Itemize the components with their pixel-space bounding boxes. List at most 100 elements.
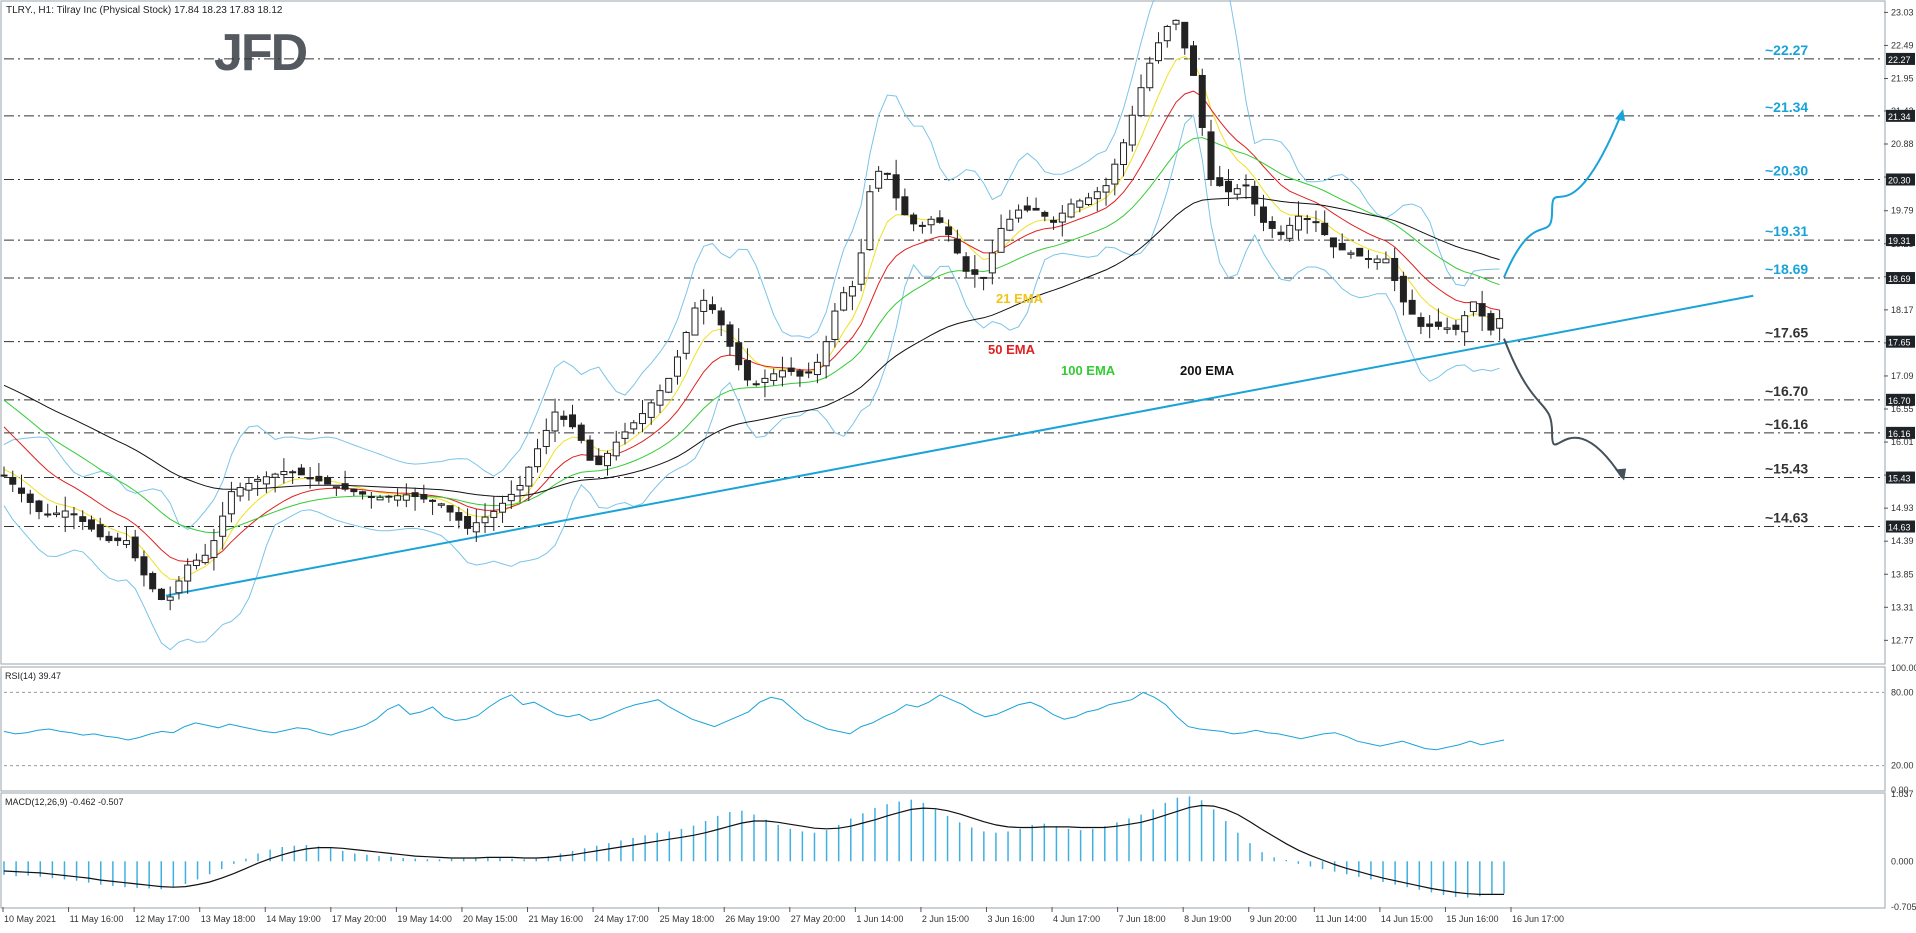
candle-bull [507,493,515,502]
candle-bull [778,370,786,378]
rsi-tick-label: 20.00 [1891,761,1914,771]
candle-bull [682,332,690,354]
candle-bear [1303,218,1311,221]
level-axis-label: 20.30 [1888,175,1911,185]
candle-bull [0,474,8,477]
price-tick-label: 17.09 [1891,371,1914,381]
candle-bear [35,500,43,513]
candle-bear [953,238,961,254]
candle-bear [429,499,437,502]
candle-bull [831,310,839,340]
candle-bull [1294,215,1302,231]
candle-bull [1137,87,1145,117]
level-axis-label: 19.31 [1888,236,1911,246]
macd-panel [0,792,1886,909]
candle-bull [1120,142,1128,166]
candle-bull [1102,185,1110,193]
candle-bull [848,286,856,297]
candle-bull [612,441,620,457]
time-tick-label: 20 May 15:00 [463,914,518,924]
candle-bear [962,256,970,272]
time-tick-label: 11 May 16:00 [70,914,124,924]
candle-bull [210,540,218,558]
candle-bull [673,356,681,377]
candle-bull [691,307,699,336]
candle-bear [1452,324,1460,330]
candle-bear [1190,45,1198,76]
candle-bull [1286,224,1294,239]
candle-bear [1356,247,1364,257]
candle-bull [1058,212,1066,223]
candle-bull [1067,203,1075,218]
candle-bear [131,536,139,559]
candle-bull [647,402,655,418]
level-axis-label: 21.34 [1888,112,1911,122]
candle-bear [1032,207,1040,211]
rsi-chart-layer: 100.00 80.00 20.00 0.00 [3,663,1916,795]
candle-bear [1408,299,1416,315]
candle-bear [936,217,944,223]
candle-bull [367,496,375,499]
level-axis-box [1886,426,1915,439]
candle-bear [787,367,795,373]
candle-bull [1076,200,1084,208]
candle-bear [743,360,751,381]
candle-bear [1198,74,1206,128]
candle-bear [586,439,594,461]
time-tick-label: 7 Jun 18:00 [1119,914,1166,924]
main-chart-layer: 23.0322.4921.9521.4220.8820.3419.7919.25… [0,0,1915,651]
candle-bull [1155,42,1163,62]
candle-bear [1251,185,1259,205]
jfd-logo: JFD [214,24,309,82]
time-tick-label: 1 Jun 14:00 [856,914,903,924]
time-tick-label: 19 May 14:00 [397,914,452,924]
candle-bull [376,496,384,501]
level-axis-label: 17.65 [1888,338,1911,348]
candle-bull [1085,197,1093,205]
macd-tick-label: 1.037 [1891,789,1914,799]
time-tick-label: 14 May 19:00 [266,914,321,924]
candle-bear [149,572,157,590]
candle-bull [1093,191,1101,200]
candle-bull [1233,188,1241,195]
candle-bull [866,191,874,251]
rsi-tick-label: 100.00 [1891,663,1916,673]
candle-bear [420,494,428,500]
rsi-panel [0,666,1886,792]
candle-bull [1006,218,1014,231]
candle-bear [971,269,979,275]
candle-bear [446,505,454,513]
candle-bear [87,519,95,530]
candle-bear [1050,219,1058,223]
candle-bull [525,466,533,487]
candle-bull [638,413,646,425]
price-tick-label: 16.01 [1891,437,1914,447]
candle-bull [245,482,253,491]
candle-bull [988,252,996,274]
price-tick-label: 14.93 [1891,503,1914,513]
time-tick-label: 26 May 19:00 [725,914,780,924]
candle-bear [1207,131,1215,180]
time-tick-label: 15 Jun 16:00 [1446,914,1498,924]
candle-bull [840,292,848,311]
candle-bear [1417,317,1425,327]
arrow-head [1615,468,1627,481]
time-tick-label: 2 Jun 15:00 [922,914,969,924]
level-label: ~16.16 [1765,416,1808,432]
level-label: ~15.43 [1765,461,1808,477]
time-tick-label: 14 Jun 15:00 [1381,914,1433,924]
time-tick-label: 25 May 18:00 [660,914,715,924]
candle-bear [9,476,17,485]
candle-bull [184,564,192,582]
candle-bear [105,535,113,542]
price-tick-label: 21.95 [1891,74,1914,84]
candle-bear [752,383,760,386]
candle-bull [201,554,209,564]
price-tick-label: 22.49 [1891,40,1914,50]
candle-bear [1391,257,1399,281]
time-tick-label: 27 May 20:00 [791,914,846,924]
time-tick-label: 4 Jun 17:00 [1053,914,1100,924]
candle-bear [1329,237,1337,248]
ema-200-line [3,196,1500,498]
